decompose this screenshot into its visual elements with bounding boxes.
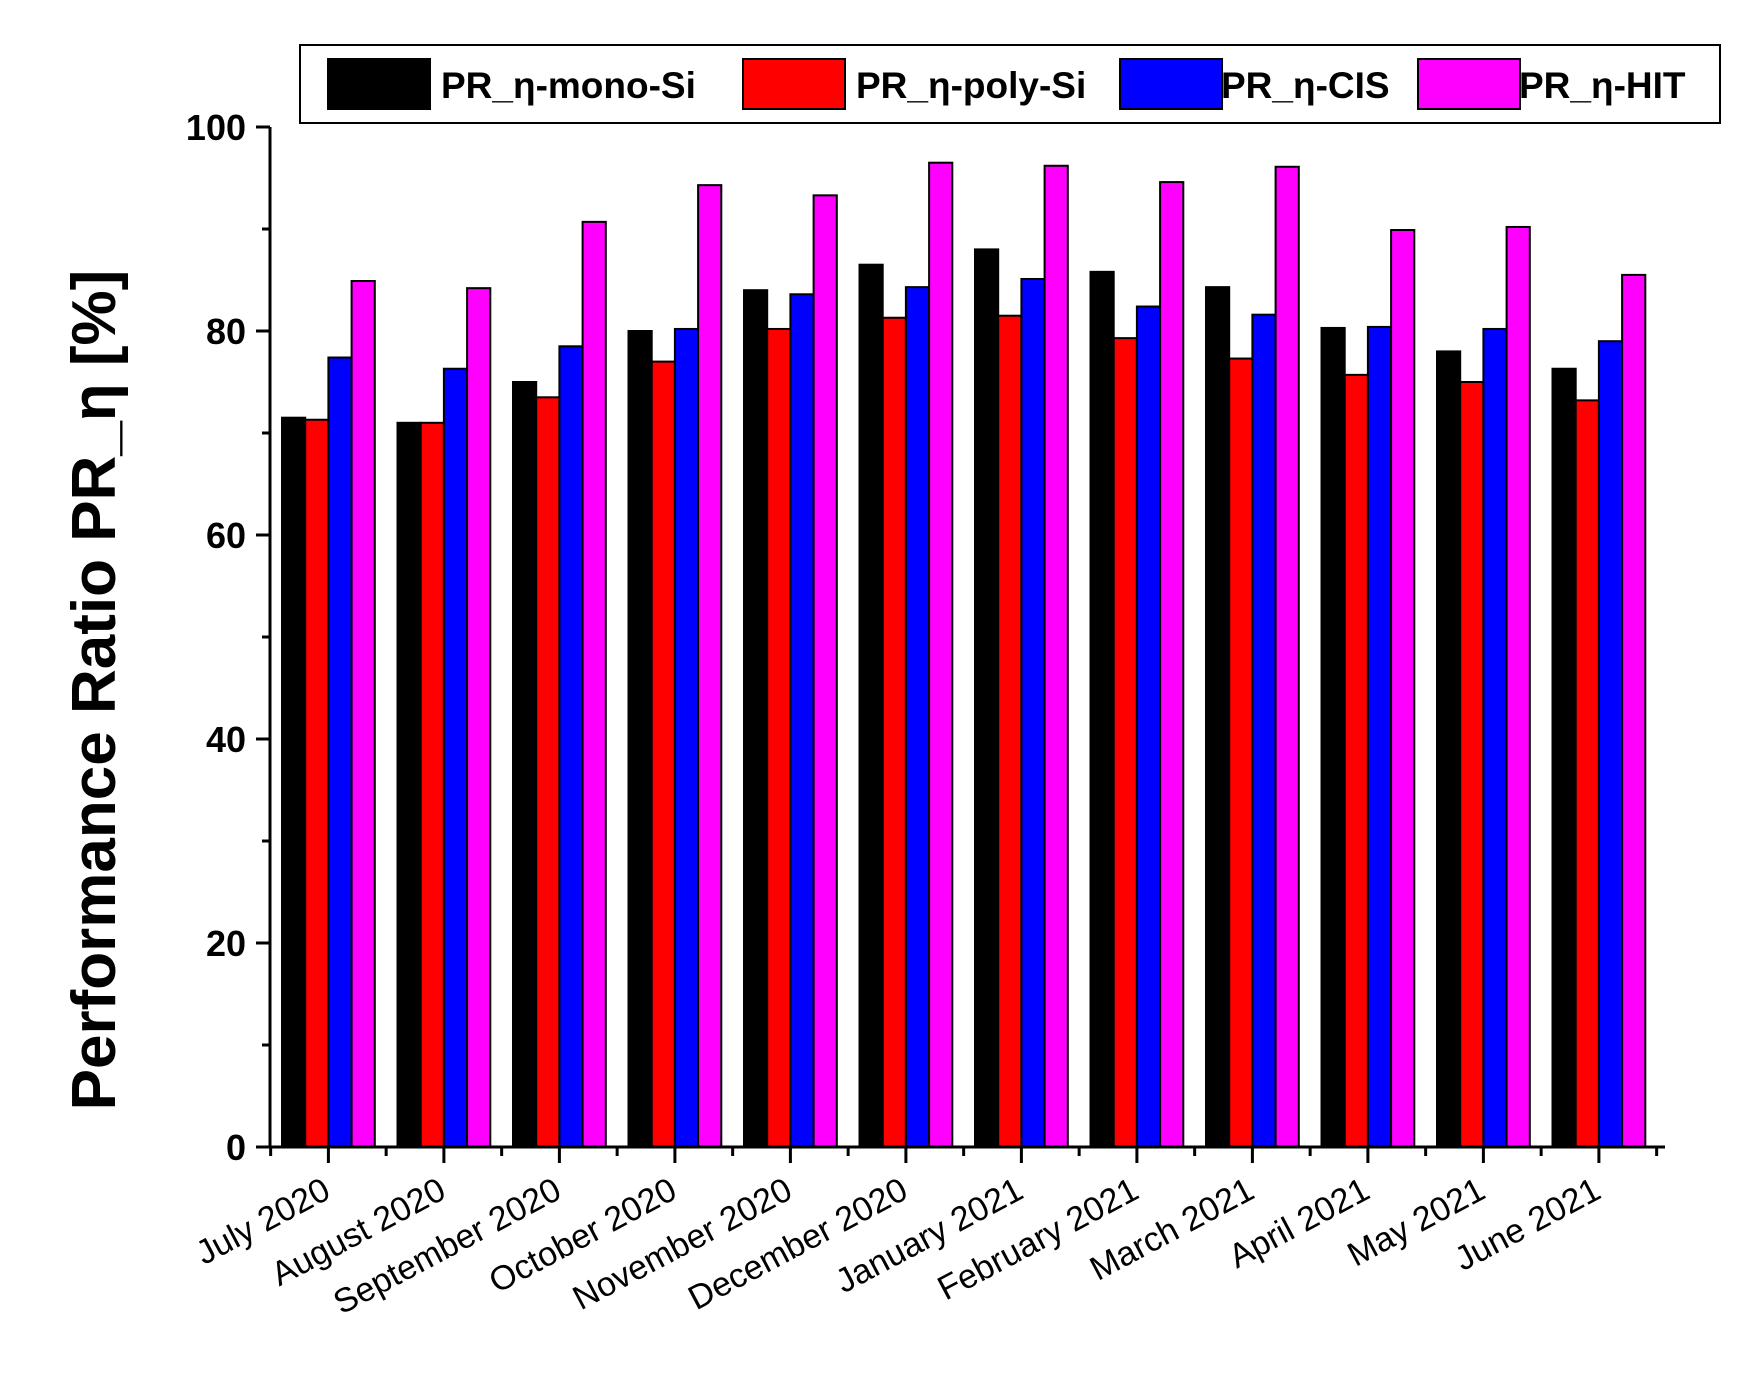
bar-pr-cis-february-2021: [1135, 305, 1162, 1148]
legend-label-hit: PR_η-HIT: [1519, 65, 1686, 106]
legend-swatch-poly-si: [742, 58, 846, 110]
legend-label-cis: PR_η-CIS: [1221, 65, 1390, 106]
bar-pr-cis-march-2021: [1251, 313, 1277, 1148]
bar-pr-mono-si-april-2021: [1320, 326, 1346, 1148]
y-tick-label: 100: [186, 107, 246, 148]
bar-pr-hit-october-2020: [697, 184, 723, 1148]
y-tick-label: 80: [206, 311, 246, 352]
legend-swatch-mono-si: [327, 58, 431, 110]
bar-pr-cis-august-2020: [442, 367, 469, 1148]
bar-pr-mono-si-july-2020: [281, 416, 307, 1148]
bar-pr-mono-si-january-2021: [974, 248, 1000, 1148]
bar-pr-cis-april-2021: [1366, 325, 1393, 1149]
bar-pr-cis-may-2021: [1482, 327, 1508, 1148]
bar-pr-mono-si-october-2020: [627, 330, 653, 1148]
bar-pr-cis-september-2020: [558, 345, 584, 1148]
bar-pr-poly-si-january-2021: [997, 314, 1023, 1148]
bar-pr-hit-july-2020: [350, 280, 376, 1148]
bar-pr-hit-february-2021: [1159, 181, 1185, 1148]
bar-pr-hit-january-2021: [1043, 164, 1069, 1148]
bar-pr-poly-si-march-2021: [1228, 357, 1254, 1149]
legend: PR_η-mono-Si PR_η-poly-Si PR_η-CIS PR_η-…: [299, 44, 1721, 124]
bar-pr-mono-si-november-2020: [743, 289, 769, 1148]
bar-pr-mono-si-may-2021: [1436, 350, 1462, 1148]
bar-pr-hit-august-2020: [466, 287, 492, 1149]
bar-pr-hit-june-2021: [1621, 273, 1647, 1148]
bar-pr-poly-si-july-2020: [304, 418, 330, 1148]
y-axis-title: Performance Ratio PR_η [%]: [60, 270, 129, 1111]
bar-pr-hit-may-2021: [1505, 225, 1531, 1148]
legend-swatch-cis: [1119, 58, 1223, 110]
bar-pr-poly-si-june-2021: [1574, 399, 1600, 1148]
y-tick-label: 0: [226, 1127, 246, 1168]
bar-pr-mono-si-june-2021: [1551, 367, 1577, 1148]
y-tick-label: 40: [206, 719, 246, 760]
bar-pr-poly-si-november-2020: [766, 327, 792, 1148]
bar-pr-poly-si-september-2020: [535, 396, 561, 1148]
bar-pr-cis-january-2021: [1020, 277, 1046, 1149]
bar-pr-hit-november-2020: [812, 194, 838, 1148]
legend-swatch-hit: [1417, 58, 1521, 110]
bar-pr-poly-si-december-2020: [881, 316, 907, 1148]
bar-pr-cis-july-2020: [327, 356, 353, 1148]
legend-label-mono-si: PR_η-mono-Si: [441, 65, 696, 106]
bar-pr-poly-si-february-2021: [1112, 337, 1138, 1148]
bars-group: [281, 161, 1647, 1149]
y-tick-label: 20: [206, 923, 246, 964]
bar-pr-hit-april-2021: [1390, 229, 1416, 1148]
bar-pr-hit-december-2020: [928, 161, 954, 1148]
bar-pr-mono-si-august-2020: [396, 421, 422, 1148]
bar-pr-mono-si-february-2021: [1089, 270, 1115, 1148]
bar-pr-poly-si-august-2020: [419, 421, 445, 1148]
bar-pr-cis-november-2020: [789, 293, 815, 1148]
y-tick-label: 60: [206, 515, 246, 556]
bar-pr-hit-march-2021: [1274, 165, 1300, 1148]
bar-pr-cis-october-2020: [673, 327, 700, 1148]
bar-pr-poly-si-october-2020: [650, 360, 676, 1149]
bar-pr-cis-june-2021: [1597, 340, 1624, 1148]
bar-pr-poly-si-april-2021: [1343, 373, 1369, 1148]
bar-pr-hit-september-2020: [581, 220, 607, 1149]
legend-label-poly-si: PR_η-poly-Si: [856, 65, 1086, 106]
bar-pr-mono-si-december-2020: [858, 263, 884, 1148]
bar-pr-poly-si-may-2021: [1459, 381, 1485, 1148]
bar-pr-mono-si-march-2021: [1205, 286, 1231, 1148]
bar-pr-mono-si-september-2020: [512, 381, 538, 1148]
bar-pr-cis-december-2020: [904, 286, 931, 1148]
